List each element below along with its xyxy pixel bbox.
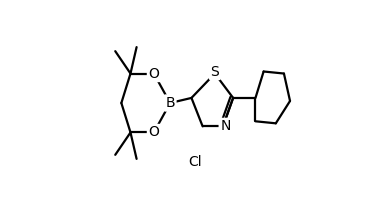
Text: O: O [149,67,159,81]
Text: S: S [211,64,219,78]
Text: Cl: Cl [189,155,202,169]
Text: N: N [220,119,231,133]
Text: B: B [165,96,175,110]
Text: O: O [149,125,159,139]
